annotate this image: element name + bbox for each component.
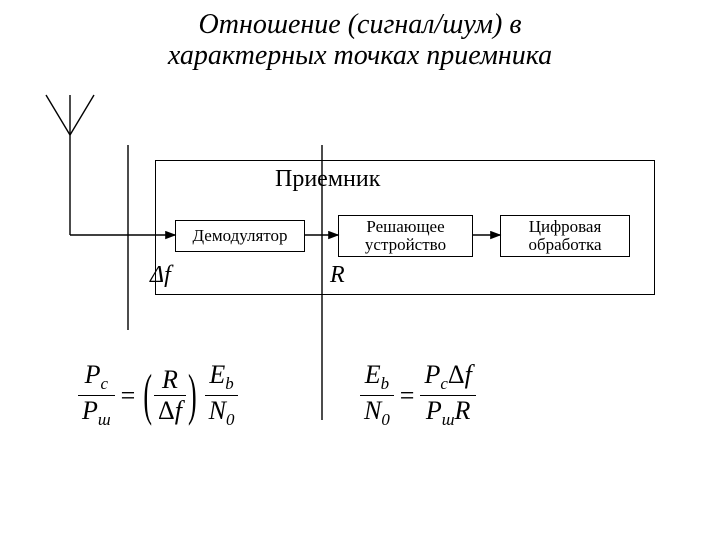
equals-2: = (400, 381, 415, 411)
block-decision: Решающее устройство (338, 215, 473, 257)
equals-1: = (121, 381, 136, 411)
block-digital-label: Цифровая обработка (505, 218, 625, 254)
block-demodulator-label: Демодулятор (192, 227, 287, 245)
formula-ebn0-from-snr: Eb N0 = PсΔf PшR (360, 360, 476, 431)
title-line1: Отношение (сигнал/шум) в (199, 9, 522, 40)
page-title: Отношение (сигнал/шум) в характерных точ… (0, 10, 720, 72)
block-demodulator: Демодулятор (175, 220, 305, 252)
frac-pc-pw: Pс Pш (78, 360, 115, 431)
frac-eb-n0-left: Eb N0 (205, 360, 239, 431)
paren-r-over-df: ( R Δf ) (141, 365, 198, 426)
label-delta-f: Δf (150, 262, 171, 289)
antenna-v-right (70, 95, 94, 135)
frac-pcdf-pwr: PсΔf PшR (420, 360, 475, 431)
block-decision-label: Решающее устройство (343, 218, 468, 254)
antenna-v-left (46, 95, 70, 135)
title-line2: характерных точках приемника (168, 40, 552, 71)
diagram-canvas: Отношение (сигнал/шум) в характерных точ… (0, 0, 720, 540)
block-digital: Цифровая обработка (500, 215, 630, 257)
frac-eb-n0-right: Eb N0 (360, 360, 394, 431)
formula-snr-from-ebn0: Pс Pш = ( R Δf ) Eb N0 (78, 360, 238, 431)
label-R: R (330, 262, 345, 289)
receiver-label: Приемник (275, 166, 380, 193)
